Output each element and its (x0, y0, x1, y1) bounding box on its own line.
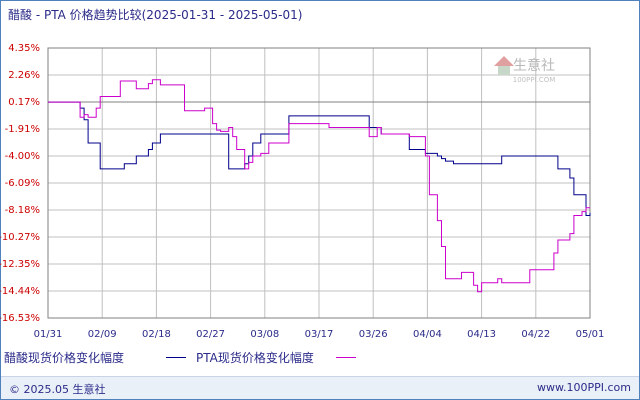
x-tick-label: 03/26 (359, 329, 388, 340)
x-tick-label: 04/22 (521, 329, 550, 340)
y-tick-label: -12.35% (0, 259, 40, 270)
series-line-acetic (48, 101, 591, 216)
site-link[interactable]: www.100PPI.com (537, 381, 631, 394)
x-tick-label: 05/01 (576, 329, 605, 340)
y-tick-label: 0.17% (8, 97, 40, 108)
x-tick-label: 02/27 (196, 329, 225, 340)
chart-lines (48, 79, 591, 293)
x-tick-label: 02/09 (88, 329, 117, 340)
chart-axes (47, 47, 591, 319)
footer-bar: © 2025.05 生意社 www.100PPI.com (1, 376, 639, 399)
plot-area (47, 47, 591, 319)
x-tick-label: 02/18 (142, 329, 171, 340)
legend-label-acetic: 醋酸现货价格变化幅度 (4, 351, 125, 365)
x-tick-label: 04/04 (413, 329, 442, 340)
y-tick-label: -6.09% (5, 178, 40, 189)
watermark-logo-roof (494, 56, 514, 66)
chart-ticks: 4.35% 2.26% 0.17% -1.91% -4.00% -6.09% -8.18% -… (0, 43, 604, 340)
y-tick-label: 2.26% (8, 70, 40, 81)
watermark-name: 生意社 (513, 57, 555, 74)
watermark-url: 100PPI.COM (513, 76, 556, 84)
y-tick-label: 4.35% (8, 43, 40, 54)
y-tick-label: -1.91% (5, 124, 40, 135)
y-tick-label: -16.53% (0, 313, 40, 324)
x-tick-label: 03/08 (250, 329, 279, 340)
x-tick-label: 04/13 (467, 329, 496, 340)
x-tick-label: 01/31 (34, 329, 63, 340)
legend-swatch-pta (336, 357, 356, 358)
series-line-pta (48, 79, 590, 293)
chart-grid (47, 47, 591, 319)
watermark: 生意社 100PPI.COM (494, 56, 555, 84)
legend-swatch-acetic (166, 357, 186, 358)
y-tick-label: -10.27% (0, 232, 40, 243)
copyright-text: © 2025.05 生意社 (9, 383, 106, 396)
watermark-logo-house (498, 66, 510, 75)
chart-title: 醋酸 - PTA 价格趋势比较(2025-01-31 - 2025-05-01) (8, 8, 303, 22)
y-tick-label: -4.00% (5, 151, 40, 162)
y-tick-label: -14.44% (0, 286, 40, 297)
legend-label-pta: PTA现货价格变化幅度 (196, 351, 314, 365)
x-tick-label: 03/17 (305, 329, 334, 340)
y-tick-label: -8.18% (5, 205, 40, 216)
